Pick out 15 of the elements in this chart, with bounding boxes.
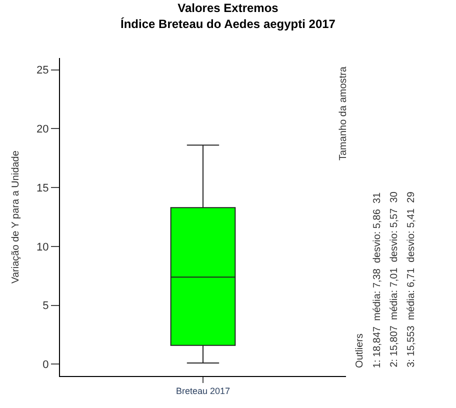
chart-subtitle: Índice Breteau do Aedes aegypti 2017 [120, 16, 336, 31]
y-tick-label: 10 [36, 241, 49, 254]
annotation: Tamanho da amostra [338, 66, 349, 160]
text: 1: 18,847 média: 7,38 desvio: 5,86 31 [372, 192, 383, 368]
chart-title: Valores Extremos [178, 1, 279, 16]
x-tick-label: Breteau 2017 [176, 386, 230, 396]
y-tick-label: 0 [42, 359, 49, 372]
y-tick-label: 5 [42, 300, 49, 312]
y-tick-label: 20 [36, 124, 49, 136]
y-tick-label: 25 [36, 64, 49, 77]
text: 2: 15,807 média: 7,01 desvio: 5,57 30 [388, 191, 400, 368]
text: Outliers [354, 333, 366, 368]
y-axis-title: Variação de Y para a Unidade [10, 150, 22, 284]
y-tick-label: 15 [36, 182, 49, 194]
text: 3: 15,553 média: 6,71 desvio: 5,41 29 [406, 191, 418, 368]
